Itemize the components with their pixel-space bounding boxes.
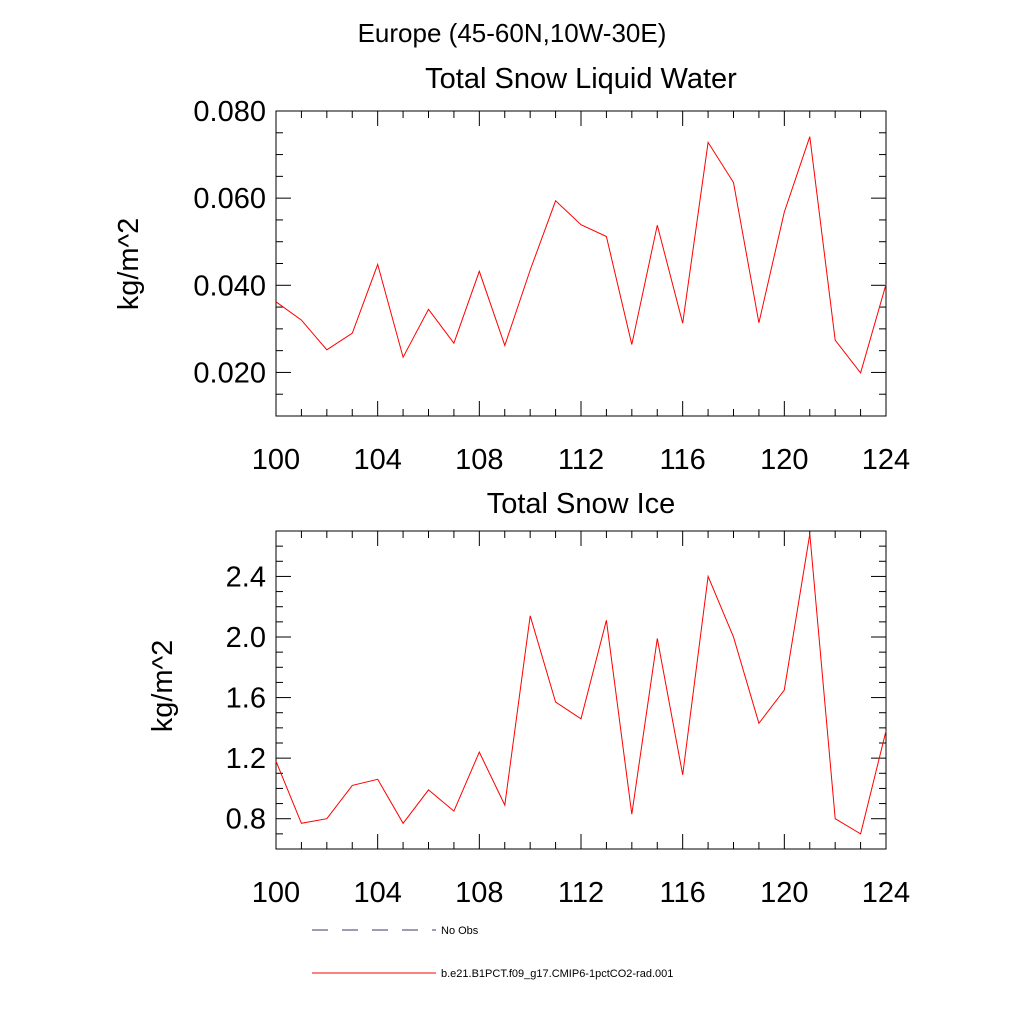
x-tick-label: 112 (558, 444, 604, 476)
y-tick-label: 0.020 (193, 357, 266, 389)
x-tick-labels: 100 104 108 112 116 120 124 (252, 444, 910, 476)
y-tick-labels: 0.8 1.2 1.6 2.0 2.4 (226, 561, 266, 835)
y-tick-label: 0.040 (193, 270, 266, 302)
panel-snow-ice: Total Snow Ice kg/m^2 0.8 1.2 1.6 2.0 2.4 10… (147, 488, 910, 909)
y-axis-label: kg/m^2 (113, 218, 145, 311)
chart-title: Total Snow Ice (487, 488, 676, 520)
y-axis-label: kg/m^2 (147, 640, 179, 733)
x-tick-label: 100 (252, 444, 300, 476)
y-tick-label: 0.060 (193, 183, 266, 215)
series-line-cmip6-1pctco2-rad (275, 136, 887, 374)
plot-frame (275, 530, 887, 850)
legend-label: No Obs (441, 925, 479, 937)
legend-entry-no-obs: No Obs (312, 925, 479, 937)
x-tick-label: 108 (455, 444, 503, 476)
chart-title: Total Snow Liquid Water (425, 63, 737, 95)
legend-entry-model-run: b.e21.B1PCT.f09_g17.CMIP6-1pctCO2-rad.00… (312, 968, 673, 980)
panel-snow-liquid-water: Total Snow Liquid Water kg/m^2 0.020 0.04… (113, 63, 910, 476)
tick-marks (275, 530, 887, 850)
x-tick-label: 116 (660, 877, 706, 909)
x-tick-label: 104 (353, 877, 401, 909)
x-tick-label: 108 (455, 877, 503, 909)
figure-suptitle: Europe (45-60N,10W-30E) (358, 18, 667, 48)
y-tick-label: 2.0 (226, 622, 266, 654)
y-tick-label: 1.2 (226, 743, 266, 775)
legend: No Obs b.e21.B1PCT.f09_g17.CMIP6-1pctCO2… (312, 925, 673, 980)
y-tick-label: 2.4 (226, 561, 266, 593)
x-tick-label: 124 (862, 877, 910, 909)
x-tick-label: 116 (660, 444, 706, 476)
x-tick-label: 112 (558, 877, 604, 909)
x-tick-labels: 100 104 108 112 116 120 124 (252, 877, 910, 909)
legend-label: b.e21.B1PCT.f09_g17.CMIP6-1pctCO2-rad.00… (441, 968, 673, 980)
y-tick-label: 0.8 (226, 804, 266, 836)
x-tick-label: 120 (760, 444, 808, 476)
x-tick-label: 104 (353, 444, 401, 476)
y-tick-label: 1.6 (226, 683, 266, 715)
x-tick-label: 124 (862, 444, 910, 476)
tick-marks (275, 110, 887, 417)
plot-frame (275, 110, 887, 417)
y-tick-label: 0.080 (193, 96, 266, 128)
x-tick-label: 100 (252, 877, 300, 909)
series-line-cmip6-1pctco2-rad (275, 533, 887, 835)
y-tick-labels: 0.020 0.040 0.060 0.080 (193, 96, 266, 389)
x-tick-label: 120 (760, 877, 808, 909)
